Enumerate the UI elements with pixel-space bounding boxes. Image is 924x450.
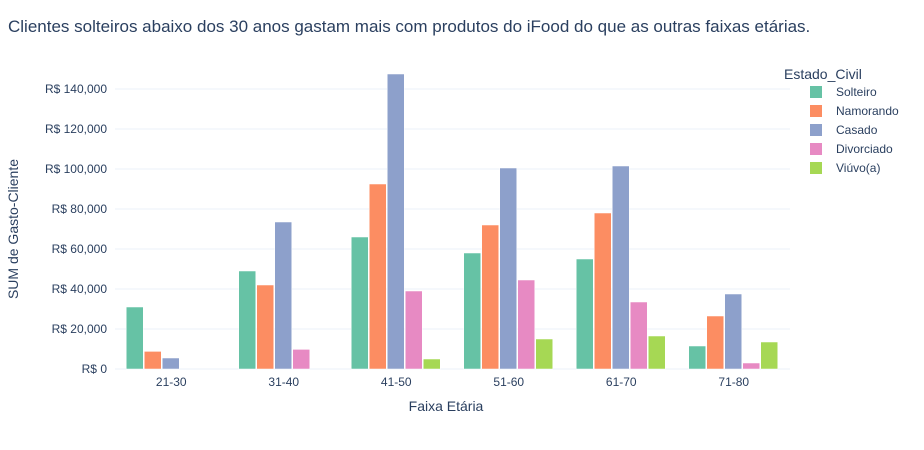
y-tick-label: R$ 20,000 [52,322,108,336]
x-tick-label: 61-70 [606,375,637,389]
legend: Estado_Civil Solteiro Namorando Casado Divo… [784,66,899,175]
bar-namorando-71-80 [706,315,724,370]
y-tick-label: R$ 60,000 [52,242,108,256]
legend-label: Viúvo(a) [836,161,880,175]
bar-casado-61-70 [612,165,630,370]
bar-casado-41-50 [387,73,405,370]
legend-label: Solteiro [836,85,877,99]
bar-solteiro-21-30 [126,306,144,370]
bar-vivoa-51-60 [535,338,553,370]
legend-swatch [810,143,822,155]
bar-vivoa-41-50 [423,358,441,370]
y-axis-title: SUM de Gasto-Cliente [5,159,21,299]
bar-casado-21-30 [162,357,180,370]
bar-solteiro-51-60 [463,252,481,370]
y-tick-label: R$ 120,000 [45,122,107,136]
legend-label: Namorando [836,104,899,118]
x-tick-label: 31-40 [268,375,299,389]
bar-casado-71-80 [724,293,742,370]
y-tick-label: R$ 40,000 [52,282,108,296]
bar-solteiro-41-50 [351,236,369,370]
y-tick-label: R$ 100,000 [45,162,107,176]
y-tick-label: R$ 0 [82,362,108,376]
bar-vivoa-61-70 [648,335,666,370]
x-tick-label: 41-50 [381,375,412,389]
bar-namorando-51-60 [481,224,499,370]
y-tick-label: R$ 80,000 [52,202,108,216]
x-tick-label: 21-30 [156,375,187,389]
bar-namorando-31-40 [256,284,274,370]
bar-divorciado-51-60 [517,279,535,370]
x-axis-title: Faixa Etária [409,398,484,414]
bar-solteiro-31-40 [238,270,256,370]
bar-casado-31-40 [274,221,292,370]
x-tick-label: 71-80 [718,375,749,389]
bar-vivoa-71-80 [760,341,778,370]
legend-swatch [810,124,822,136]
bar-solteiro-61-70 [576,258,594,370]
bar-divorciado-61-70 [630,301,648,370]
bar-namorando-41-50 [369,183,387,370]
y-tick-label: R$ 140,000 [45,82,107,96]
bars [126,73,778,370]
bar-casado-51-60 [499,167,517,370]
bar-divorciado-71-80 [742,362,760,370]
x-axis-ticks: 21-30 31-40 41-50 51-60 61-70 71-80 [156,375,750,389]
bar-solteiro-71-80 [688,345,706,370]
legend-swatch [810,86,822,98]
bar-namorando-21-30 [144,351,162,370]
y-axis-ticks: R$ 0 R$ 20,000 R$ 40,000 R$ 60,000 R$ 80,000… [45,82,107,376]
bar-divorciado-31-40 [292,349,310,370]
bar-namorando-61-70 [594,212,612,370]
legend-label: Casado [836,123,878,137]
chart-title: Clientes solteiros abaixo dos 30 anos ga… [8,17,810,36]
legend-label: Divorciado [836,142,893,156]
x-tick-label: 51-60 [493,375,524,389]
bar-divorciado-41-50 [405,290,423,370]
gridlines [115,88,790,370]
legend-swatch [810,105,822,117]
legend-title: Estado_Civil [784,66,862,82]
legend-swatch [810,162,822,174]
